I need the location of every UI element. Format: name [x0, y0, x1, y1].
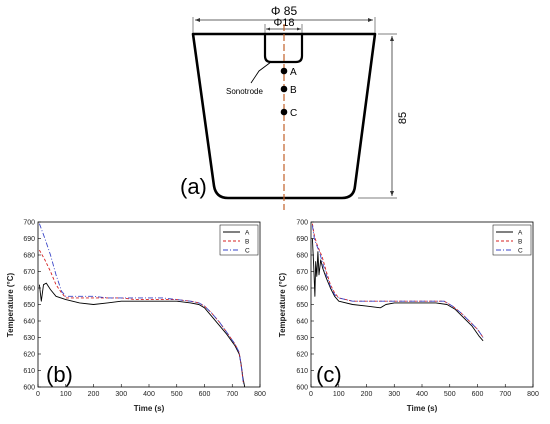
chart-c-series-c-line — [311, 225, 484, 338]
chart-c-ytick-label: 660 — [296, 286, 308, 293]
chart-b-legend-label-b: B — [245, 238, 249, 245]
chart-b-xlabel: Time (s) — [134, 404, 165, 413]
chart-c-ytick-label: 680 — [296, 253, 308, 260]
chart-c-ytick-label: 620 — [296, 352, 308, 359]
chart-c-series — [311, 223, 484, 342]
crucible-outline — [191, 32, 377, 200]
chart-c-xtick-label: 700 — [499, 391, 511, 398]
chart-b-xtick-label: 100 — [60, 391, 72, 398]
dim-inner-arrow-left — [266, 27, 270, 31]
chart-b-series — [38, 223, 246, 388]
chart-c-ytick-label: 610 — [296, 368, 308, 375]
chart-b-ytick-label: 610 — [23, 368, 35, 375]
dim-top-arrow-left — [195, 18, 200, 22]
chart-c-xtick-label: 600 — [472, 391, 484, 398]
chart-c-ytick-label: 650 — [296, 302, 308, 309]
point-c-label: C — [290, 108, 297, 119]
chart-b-ytick-label: 630 — [23, 335, 35, 342]
chart-b-xtick-label: 600 — [199, 391, 211, 398]
point-b-marker — [280, 85, 288, 93]
dim-side-label: 85 — [397, 112, 409, 124]
chart-c-legend-label-b: B — [518, 238, 522, 245]
chart-b-series-b-line — [39, 249, 244, 384]
chart-c-ytick-label: 690 — [296, 236, 308, 243]
chart-b-series-a-line — [38, 282, 246, 388]
point-b-label: B — [290, 85, 297, 96]
chart-c-legend-box — [492, 224, 532, 256]
chart-b-series-c-line — [38, 223, 244, 384]
chart-c-ylabel: Temperature (°C) — [278, 272, 287, 337]
chart-b-ytick-label: 680 — [23, 253, 35, 260]
chart-c-xtick-label: 100 — [333, 391, 345, 398]
dim-top-arrow-right — [368, 18, 373, 22]
chart-c-ytick-label: 670 — [296, 269, 308, 276]
chart-c-ytick-label: 630 — [296, 335, 308, 342]
panel-label-c: (c) — [316, 362, 342, 387]
chart-c-xtick-label: 500 — [444, 391, 456, 398]
chart-b: 0 100 200 300 400 500 600 700 800 600 610 620 630 640… — [6, 220, 266, 414]
sonotrode-label: Sonotrode — [226, 87, 263, 96]
dim-inner-arrow-right — [297, 27, 301, 31]
chart-c-ticks: 0 100 200 300 400 500 600 700 800 600 610 620 630 640… — [296, 220, 539, 399]
chart-c-series-a-line — [311, 238, 484, 342]
sonotrode-leader — [250, 61, 272, 84]
chart-c-legend-label-a: A — [518, 229, 523, 236]
chart-c-xtick-label: 0 — [309, 391, 313, 398]
chart-b-ticks: 0 100 200 300 400 500 600 700 800 600 610 620 630 640… — [23, 220, 266, 399]
chart-c-legend-label-c: C — [518, 247, 523, 254]
chart-b-xtick-label: 700 — [226, 391, 238, 398]
panel-label-a: (a) — [180, 174, 207, 199]
point-a-marker — [280, 67, 288, 75]
chart-b-legend-box — [219, 224, 259, 256]
chart-b-xtick-label: 800 — [254, 391, 266, 398]
chart-b-ytick-label: 660 — [23, 286, 35, 293]
chart-c-xlabel: Time (s) — [407, 404, 438, 413]
chart-b-ylabel: Temperature (°C) — [6, 272, 15, 337]
chart-c-xtick-label: 800 — [527, 391, 539, 398]
chart-b-xtick-label: 500 — [171, 391, 183, 398]
chart-c-xtick-label: 300 — [388, 391, 400, 398]
dim-side-arrow-top — [390, 36, 394, 41]
chart-b-legend-label-c: C — [245, 247, 250, 254]
chart-b-ytick-label: 690 — [23, 236, 35, 243]
chart-c-ytick-label: 700 — [296, 220, 308, 227]
chart-b-xtick-label: 400 — [143, 391, 155, 398]
dim-side-arrow-bottom — [390, 191, 394, 196]
chart-c-ytick-label: 640 — [296, 319, 308, 326]
chart-c-xtick-label: 200 — [361, 391, 373, 398]
panel-label-b: (b) — [46, 362, 73, 387]
chart-b-xtick-label: 300 — [115, 391, 127, 398]
point-a-label: A — [290, 67, 297, 78]
chart-b-xtick-label: 200 — [88, 391, 100, 398]
chart-c: 0 100 200 300 400 500 600 700 800 600 610 620 630 640… — [278, 220, 539, 414]
sonotrode — [263, 34, 304, 64]
chart-b-ytick-label: 600 — [23, 385, 35, 392]
chart-c-xtick-label: 400 — [416, 391, 428, 398]
chart-c-ytick-label: 600 — [296, 385, 308, 392]
point-c-marker — [280, 108, 288, 116]
chart-c-legend: ABC — [492, 224, 532, 256]
chart-b-ytick-label: 620 — [23, 352, 35, 359]
chart-c-series-b-line — [311, 223, 484, 338]
chart-b-ytick-label: 670 — [23, 269, 35, 276]
chart-b-legend-label-a: A — [245, 229, 250, 236]
chart-b-legend: ABC — [219, 224, 259, 256]
dim-top-label: Φ 85 — [271, 4, 298, 18]
dim-inner-label: Φ18 — [273, 17, 294, 29]
chart-b-ytick-label: 700 — [23, 220, 35, 227]
chart-b-xtick-label: 0 — [36, 391, 40, 398]
crucible-schematic: Φ 85 Φ18 85 A B C Sonotrode (a) — [180, 4, 409, 210]
chart-b-ytick-label: 650 — [23, 302, 35, 309]
chart-b-ytick-label: 640 — [23, 319, 35, 326]
